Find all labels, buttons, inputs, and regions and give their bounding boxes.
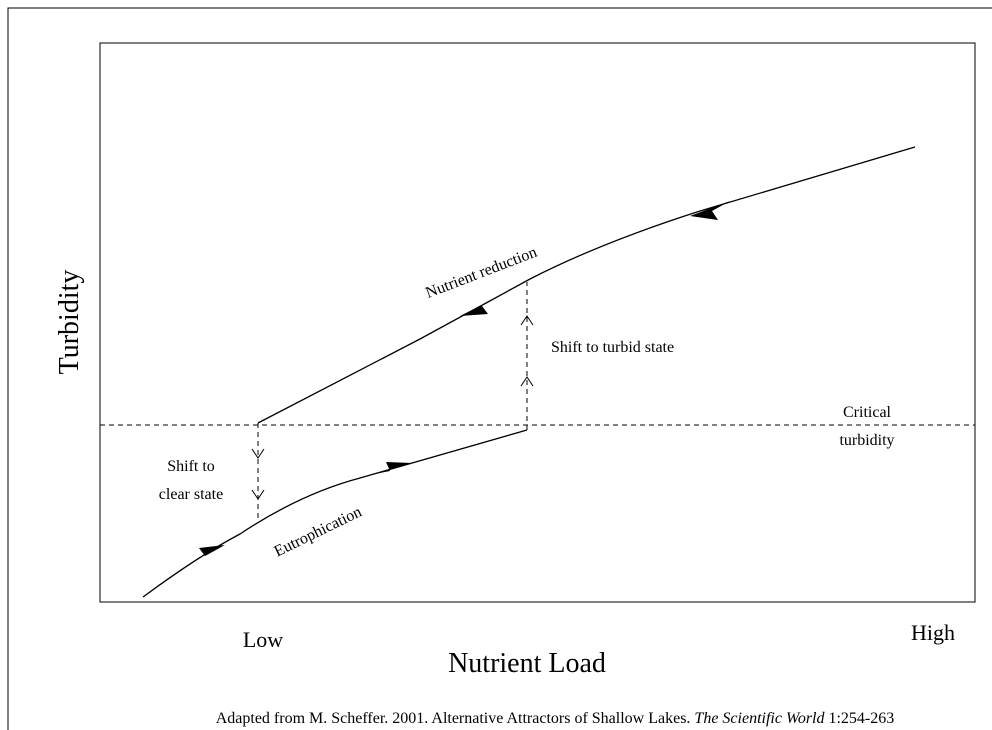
lower-branch xyxy=(142,429,528,598)
threshold-label: Critical xyxy=(843,404,892,421)
shift-down-label: Shift to xyxy=(167,458,215,475)
x-axis-label: Nutrient Load xyxy=(448,648,606,679)
upper-branch xyxy=(257,146,916,424)
arrow xyxy=(187,545,225,566)
footer-journal: The Scientific World xyxy=(694,710,825,727)
down-chevrons xyxy=(251,448,265,500)
up-chevrons xyxy=(520,315,534,387)
footer-citation: 1:254-263 xyxy=(824,710,894,727)
plot-box xyxy=(99,42,976,603)
shift-up-label: Shift to turbid state xyxy=(551,339,674,356)
shift-down-label: clear state xyxy=(159,486,223,503)
footer-prefix: Adapted from M. Scheffer. 2001. Alternat… xyxy=(216,710,695,727)
arrow xyxy=(370,462,412,475)
arrow xyxy=(690,201,730,220)
threshold-label: turbidity xyxy=(839,432,894,449)
arrow xyxy=(460,296,500,316)
frame xyxy=(7,7,992,730)
y-axis-label: Turbidity xyxy=(54,270,85,375)
x-high-label: High xyxy=(911,620,955,645)
footer: Adapted from M. Scheffer. 2001. Alternat… xyxy=(216,710,895,727)
x-low-label: Low xyxy=(243,627,283,652)
